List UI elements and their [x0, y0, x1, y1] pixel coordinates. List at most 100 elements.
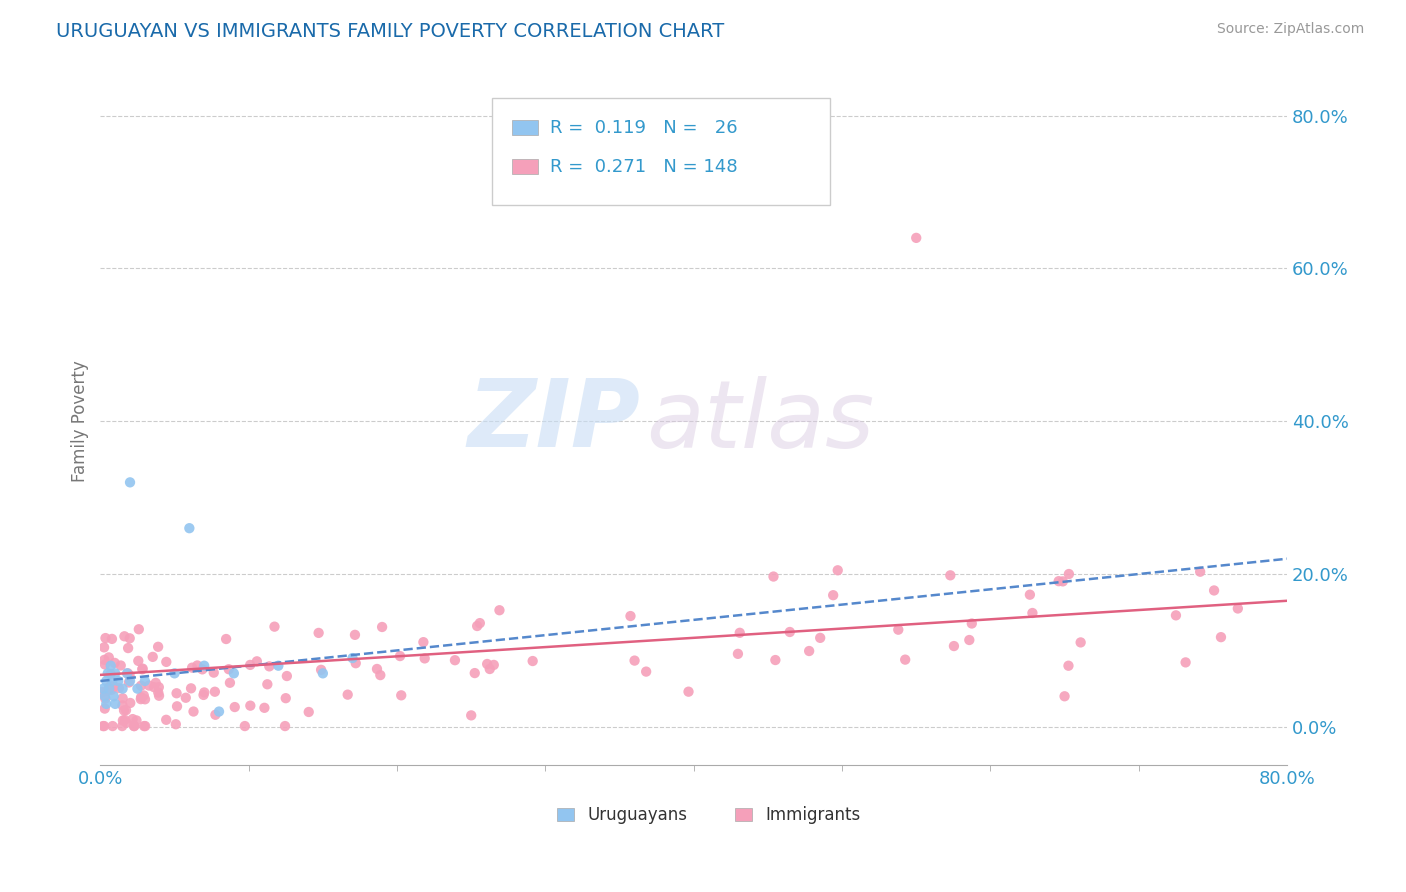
Point [155, 655, 177, 669]
Point [101, 632, 124, 646]
Point [145, 676, 167, 690]
Point [97, 666, 120, 681]
Point [127, 681, 149, 696]
Point [181, 661, 204, 675]
Point [129, 690, 152, 705]
Point [122, 719, 145, 733]
Point [103, 690, 125, 704]
Point [1052, 574, 1074, 589]
Point [91, 681, 114, 696]
Point [488, 603, 510, 617]
Point [94, 631, 117, 645]
Bar [512, 120, 538, 136]
Point [1164, 608, 1187, 623]
Point [468, 616, 491, 631]
Point [100, 658, 122, 673]
Point [118, 673, 141, 688]
Point [636, 665, 658, 679]
Point [183, 705, 205, 719]
Point [246, 654, 269, 668]
Point [121, 712, 143, 726]
Point [90, 685, 112, 699]
Point [134, 692, 156, 706]
Point [389, 689, 412, 703]
Point [120, 696, 142, 710]
Point [100, 667, 122, 681]
Point [193, 688, 215, 702]
Point [132, 719, 155, 733]
Point [118, 475, 141, 490]
Point [112, 703, 135, 717]
Point [779, 625, 801, 640]
Point [957, 632, 980, 647]
Point [239, 698, 262, 713]
Point [763, 653, 786, 667]
Point [1057, 567, 1080, 582]
Point [128, 622, 150, 636]
Point [110, 658, 132, 673]
Point [93, 640, 115, 655]
Point [762, 569, 785, 583]
Y-axis label: Family Poverty: Family Poverty [72, 360, 89, 482]
Point [93, 653, 115, 667]
Point [108, 681, 131, 696]
Point [155, 713, 177, 727]
Point [224, 700, 246, 714]
Point [100, 682, 122, 697]
Point [166, 699, 188, 714]
Point [1209, 630, 1232, 644]
Point [267, 658, 290, 673]
Point [208, 705, 231, 719]
Point [1057, 658, 1080, 673]
Point [465, 619, 488, 633]
Point [256, 677, 278, 691]
Point [91, 719, 114, 733]
Point [312, 666, 335, 681]
Point [97, 650, 120, 665]
Point [138, 679, 160, 693]
Point [96, 673, 118, 688]
Point [1053, 690, 1076, 704]
Text: URUGUAYAN VS IMMIGRANTS FAMILY POVERTY CORRELATION CHART: URUGUAYAN VS IMMIGRANTS FAMILY POVERTY C… [56, 22, 724, 41]
Point [342, 651, 364, 665]
Point [148, 685, 170, 699]
Point [343, 628, 366, 642]
Point [960, 616, 983, 631]
Point [808, 631, 831, 645]
Bar [557, 808, 574, 821]
Point [117, 666, 139, 681]
Point [905, 231, 928, 245]
Point [142, 649, 165, 664]
Point [96, 683, 118, 698]
Point [942, 639, 965, 653]
Point [129, 692, 152, 706]
Point [263, 620, 285, 634]
Point [797, 644, 820, 658]
Text: R =  0.271   N = 148: R = 0.271 N = 148 [550, 158, 738, 176]
Point [478, 662, 501, 676]
Point [166, 686, 188, 700]
Point [1021, 606, 1043, 620]
Point [623, 654, 645, 668]
Point [134, 719, 156, 733]
Text: atlas: atlas [647, 376, 875, 467]
Point [124, 719, 146, 733]
Point [148, 680, 170, 694]
Point [115, 715, 138, 730]
Point [259, 659, 281, 673]
Point [118, 668, 141, 682]
Point [215, 632, 238, 646]
Point [204, 707, 226, 722]
Point [827, 563, 849, 577]
Point [308, 626, 330, 640]
Point [444, 653, 467, 667]
Point [101, 719, 124, 733]
Point [412, 635, 434, 649]
Point [202, 665, 225, 680]
Point [619, 609, 641, 624]
Point [148, 689, 170, 703]
Point [389, 649, 412, 664]
Point [1018, 588, 1040, 602]
Point [460, 708, 482, 723]
Point [107, 673, 129, 688]
